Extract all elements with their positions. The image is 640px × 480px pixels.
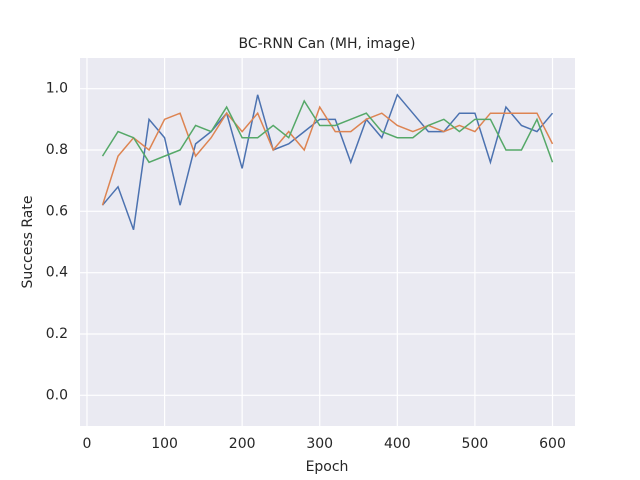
series-line [101,105,554,206]
y-tick-label: 1.0 [46,81,68,97]
series-line [101,99,554,164]
y-tick-label: 0.0 [46,387,68,403]
x-tick-label: 100 [151,436,178,452]
y-tick-label: 0.8 [46,142,68,158]
x-tick-label: 500 [462,436,489,452]
y-tick-label: 0.6 [46,203,68,219]
x-tick-label: 200 [229,436,256,452]
y-tick-label: 0.2 [46,326,68,342]
x-axis-label: Epoch [306,459,349,475]
x-tick-label: 300 [306,436,333,452]
x-tick-label: 0 [83,436,92,452]
x-tick-label: 400 [384,436,411,452]
y-tick-label: 0.4 [46,265,68,281]
chart-title: BC-RNN Can (MH, image) [238,36,415,52]
x-tick-label: 600 [539,436,566,452]
y-axis-label: Success Rate [20,196,36,289]
